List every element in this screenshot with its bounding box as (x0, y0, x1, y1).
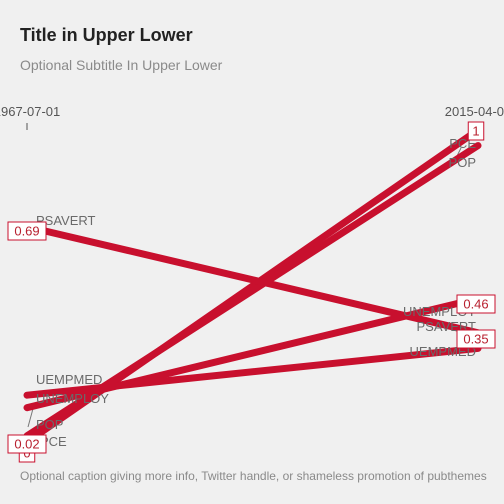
x-tick-label: 2015-04-01 (445, 104, 504, 119)
value-label: 1 (467, 121, 485, 141)
value-label-text: 0.35 (463, 332, 488, 347)
x-tick-label: 1967-07-01 (0, 104, 60, 119)
value-label-text: 0.46 (463, 297, 488, 312)
chart-subtitle: Optional Subtitle In Upper Lower (20, 57, 223, 73)
chart-caption: Optional caption giving more info, Twitt… (20, 469, 487, 483)
series-label-start: UEMPMED (36, 372, 102, 387)
value-label: 0.46 (456, 294, 496, 314)
value-label-text: 1 (472, 124, 479, 139)
value-label: 0.69 (7, 221, 47, 241)
series-label-start: POP (36, 417, 63, 432)
series-label-start: PCE (40, 434, 67, 449)
value-label-box (7, 434, 47, 454)
value-label-box (7, 221, 47, 241)
value-label-box (456, 294, 496, 314)
series-labels: PCEPCEPOPPOPPSAVERTPSAVERTUNEMPLOYUNEMPL… (36, 136, 476, 449)
value-label: 0.35 (456, 329, 496, 349)
value-label-text: 0.69 (14, 224, 39, 239)
x-axis: 1967-07-01 2015-04-01 (0, 104, 504, 130)
value-label: 0.02 (7, 434, 47, 454)
chart-title: Title in Upper Lower (20, 25, 193, 45)
series-label-start: UNEMPLOY (36, 391, 109, 406)
value-label-box (467, 121, 485, 141)
value-label-box (456, 329, 496, 349)
series-line-uempmed (23, 344, 482, 399)
value-label-text: 0.02 (14, 437, 39, 452)
series-label-end: POP (449, 155, 476, 170)
series-label-start: PSAVERT (36, 213, 96, 228)
series-lines (23, 126, 482, 446)
